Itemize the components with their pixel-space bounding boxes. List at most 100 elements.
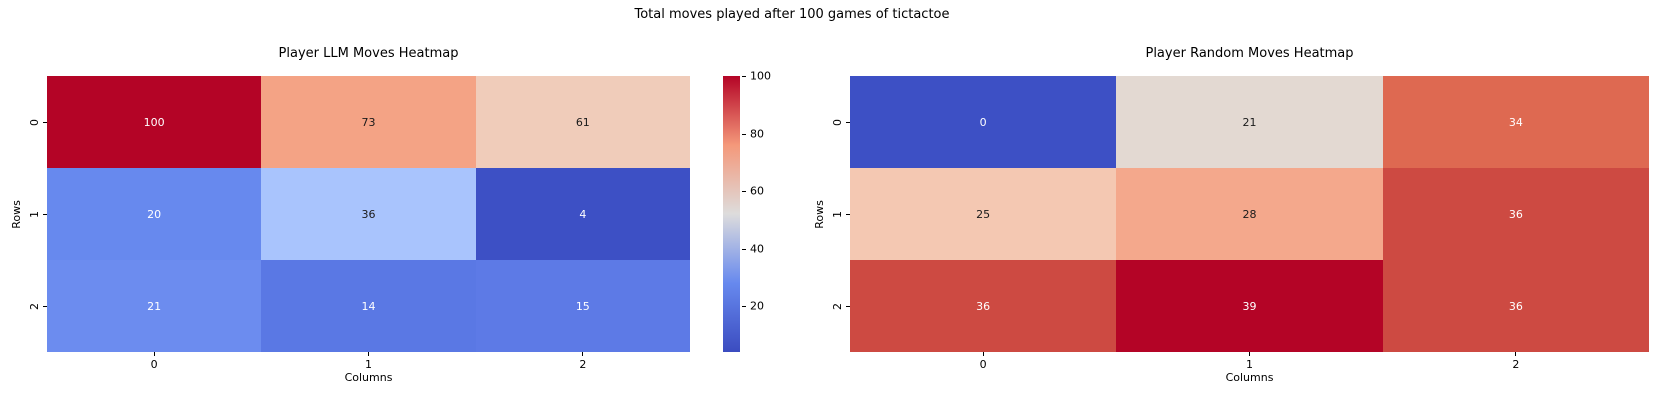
colorbar-tick-mark — [742, 191, 746, 192]
y-tick-label: 2 — [830, 302, 844, 310]
cell-value: 15 — [575, 299, 590, 313]
tick-mark — [367, 352, 369, 356]
cell-value: 4 — [579, 207, 587, 221]
y-tick: 1 — [830, 168, 850, 260]
cell-value: 0 — [979, 115, 987, 129]
tick-mark — [43, 214, 47, 215]
y-axis-label: Rows — [812, 199, 826, 229]
tick-mark — [43, 122, 47, 123]
heatmap-cell: 28 — [1116, 168, 1383, 260]
tick-mark — [153, 352, 155, 356]
tick-mark — [846, 306, 850, 307]
y-tick: 2 — [830, 260, 850, 352]
x-tick-label: 1 — [1245, 358, 1253, 371]
colorbar-tick-label: 80 — [750, 127, 764, 140]
x-tick: 1 — [1116, 352, 1382, 371]
colorbar: 20 40 60 80 100 — [723, 70, 771, 352]
colorbar-tick-mark — [742, 76, 746, 77]
heatmap-cell: 100 — [47, 76, 262, 168]
cell-value: 36 — [1508, 299, 1523, 313]
cell-value: 21 — [1242, 115, 1257, 129]
y-axis-ticks: 0 1 2 — [27, 76, 47, 352]
x-tick: 0 — [850, 352, 1116, 371]
heatmap-cell: 36 — [261, 168, 476, 260]
heatmap-cell: 21 — [47, 260, 262, 352]
heatmap-cell: 34 — [1382, 76, 1649, 168]
heatmap-cell: 20 — [47, 168, 262, 260]
x-tick-label: 0 — [979, 358, 987, 371]
x-tick-label: 1 — [364, 358, 372, 371]
cell-value: 36 — [361, 207, 376, 221]
cell-value: 28 — [1242, 207, 1257, 221]
tick-mark — [582, 352, 584, 356]
y-tick-label: 1 — [830, 210, 844, 218]
y-tick: 0 — [830, 76, 850, 168]
heatmap-cell: 14 — [261, 260, 476, 352]
heatmap-grid: 100 73 61 20 36 4 21 14 15 — [47, 76, 690, 352]
y-tick-label: 1 — [27, 210, 41, 218]
heatmap-cell: 73 — [261, 76, 476, 168]
tick-mark — [846, 214, 850, 215]
cell-value: 36 — [1508, 207, 1523, 221]
colorbar-tick-label: 20 — [750, 299, 764, 313]
y-tick: 1 — [27, 168, 47, 260]
x-tick: 1 — [261, 352, 475, 371]
heatmap-cell: 15 — [475, 260, 690, 352]
left-heatmap-title: Player LLM Moves Heatmap — [278, 46, 459, 61]
cell-value: 100 — [143, 115, 165, 129]
y-axis-ticks: 0 1 2 — [830, 76, 850, 352]
figure-title: Total moves played after 100 games of ti… — [634, 7, 950, 22]
tick-mark — [982, 352, 984, 356]
x-tick-label: 0 — [150, 358, 158, 371]
tick-mark — [846, 122, 850, 123]
colorbar-gradient — [723, 76, 740, 352]
tick-mark — [43, 306, 47, 307]
x-axis-label: Columns — [1225, 371, 1274, 384]
tick-mark — [1515, 352, 1517, 356]
cell-value: 20 — [147, 207, 162, 221]
x-tick: 2 — [476, 352, 690, 371]
panel-llm: Player LLM Moves Heatmap Rows 0 1 2 100 73 6… — [10, 46, 690, 408]
heatmap-cell: 4 — [475, 168, 690, 260]
heatmap-cell: 36 — [1382, 260, 1649, 352]
x-tick-label: 2 — [579, 358, 587, 371]
y-tick: 2 — [27, 260, 47, 352]
x-axis-ticks: 0 1 2 — [47, 352, 690, 371]
colorbar-tick-mark — [742, 133, 746, 135]
colorbar-tick-label: 40 — [750, 242, 764, 255]
right-heatmap-title: Player Random Moves Heatmap — [1145, 46, 1354, 61]
colorbar-tick-label: 60 — [750, 184, 764, 198]
tick-mark — [1248, 352, 1250, 356]
colorbar-tick-mark — [742, 306, 746, 307]
heatmap-cell: 36 — [850, 260, 1117, 352]
y-axis-label: Rows — [9, 199, 23, 229]
cell-value: 73 — [361, 115, 376, 129]
cell-value: 25 — [976, 207, 991, 221]
y-tick-label: 0 — [27, 118, 41, 126]
y-tick: 0 — [27, 76, 47, 168]
x-axis-label: Columns — [344, 371, 393, 384]
x-tick-label: 2 — [1512, 358, 1520, 371]
cell-value: 61 — [575, 115, 590, 129]
x-axis-ticks: 0 1 2 — [850, 352, 1649, 371]
heatmap-cell: 39 — [1116, 260, 1383, 352]
heatmap-cell: 21 — [1116, 76, 1383, 168]
cell-value: 21 — [147, 299, 162, 313]
y-tick-label: 0 — [830, 118, 844, 126]
y-tick-label: 2 — [27, 302, 41, 310]
cell-value: 14 — [361, 299, 376, 313]
heatmap-cell: 36 — [1382, 168, 1649, 260]
heatmap-grid: 0 21 34 25 28 36 36 39 36 — [850, 76, 1649, 352]
colorbar-tick-label: 100 — [750, 69, 771, 83]
cell-value: 34 — [1508, 115, 1523, 129]
cell-value: 39 — [1242, 299, 1257, 313]
x-tick: 2 — [1383, 352, 1649, 371]
heatmap-cell: 0 — [850, 76, 1117, 168]
colorbar-tick-mark — [742, 248, 746, 250]
x-tick: 0 — [47, 352, 261, 371]
cell-value: 36 — [976, 299, 991, 313]
heatmap-cell: 25 — [850, 168, 1117, 260]
heatmap-cell: 61 — [475, 76, 690, 168]
